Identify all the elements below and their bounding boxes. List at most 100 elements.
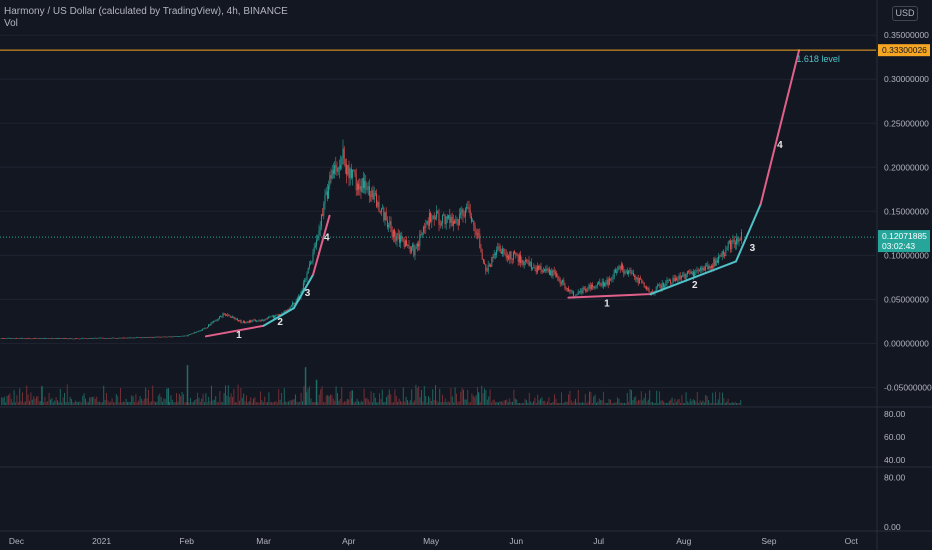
x-tick-label: May xyxy=(423,536,440,546)
volume-bar xyxy=(696,391,698,405)
candle xyxy=(306,273,308,280)
candle xyxy=(684,274,686,279)
volume-bar xyxy=(589,391,590,405)
candle xyxy=(302,282,304,291)
candle xyxy=(166,336,168,338)
candle xyxy=(444,214,446,225)
wave-line[interactable] xyxy=(312,214,331,276)
volume-bar xyxy=(22,392,23,405)
volume-bar xyxy=(548,397,550,405)
volume-bar xyxy=(61,402,63,405)
candle xyxy=(294,303,296,305)
volume-bar xyxy=(463,389,464,405)
volume-bar xyxy=(600,400,602,405)
candle xyxy=(172,336,174,338)
volume-bar xyxy=(733,402,735,405)
candle xyxy=(581,290,583,294)
volume-bar xyxy=(9,393,11,405)
candle xyxy=(319,226,321,231)
candle xyxy=(191,333,193,335)
volume-bar xyxy=(408,402,410,405)
candle xyxy=(318,230,320,236)
candle xyxy=(380,208,382,213)
candle xyxy=(552,270,554,276)
candle xyxy=(638,277,640,284)
candle xyxy=(184,335,186,337)
candle xyxy=(52,338,54,339)
volume-bar xyxy=(173,402,175,405)
candle xyxy=(342,148,344,158)
wave-line[interactable] xyxy=(292,273,315,310)
candle xyxy=(583,287,585,290)
candle xyxy=(671,282,673,284)
candle xyxy=(40,338,42,339)
volume-bar xyxy=(296,401,298,405)
candle xyxy=(53,338,55,339)
wave-line[interactable] xyxy=(759,49,801,206)
volume-bar xyxy=(309,386,310,405)
candle xyxy=(259,320,261,322)
candle xyxy=(610,278,612,280)
candle xyxy=(415,246,417,249)
candle xyxy=(689,271,691,273)
candle xyxy=(463,215,465,217)
volume-bar xyxy=(136,402,138,405)
candle xyxy=(677,279,679,281)
candle xyxy=(353,170,355,171)
currency-button[interactable]: USD xyxy=(892,6,918,21)
candle xyxy=(124,337,126,339)
volume-bar xyxy=(16,395,18,405)
wave-line[interactable] xyxy=(734,203,762,263)
candle xyxy=(202,328,204,331)
wave-line[interactable] xyxy=(567,293,652,299)
candle xyxy=(56,338,58,339)
candle xyxy=(394,229,396,237)
candle xyxy=(234,317,236,320)
wave-line[interactable] xyxy=(649,260,737,296)
volume-bar xyxy=(104,399,106,405)
volume-bar xyxy=(523,402,525,405)
candle xyxy=(242,321,244,323)
volume-bar xyxy=(471,393,473,405)
candle xyxy=(612,277,614,279)
volume-bar xyxy=(328,396,330,405)
candle xyxy=(442,215,444,224)
candle xyxy=(578,291,580,292)
candle xyxy=(362,177,364,188)
candle xyxy=(389,221,391,226)
candle xyxy=(246,321,248,323)
candle xyxy=(59,338,61,339)
volume-bar xyxy=(272,402,274,405)
candle xyxy=(568,288,570,292)
volume-bar xyxy=(10,398,12,405)
volume-bar xyxy=(90,396,92,405)
candle xyxy=(667,280,669,281)
volume-bar xyxy=(114,402,116,405)
candle xyxy=(126,337,128,339)
volume-bar xyxy=(610,399,611,405)
volume-bar xyxy=(451,396,453,405)
candle xyxy=(190,334,192,335)
candle xyxy=(89,338,91,339)
candle xyxy=(277,314,279,317)
volume-bar xyxy=(234,402,236,405)
volume-bar xyxy=(279,399,281,405)
candle xyxy=(352,170,354,178)
wave-line[interactable] xyxy=(204,324,265,338)
candle xyxy=(456,219,458,220)
candle xyxy=(48,338,50,339)
candle xyxy=(61,338,63,339)
volume-bar xyxy=(528,392,530,405)
volume-bar xyxy=(351,390,353,405)
wave-label: 1 xyxy=(236,330,242,341)
candle xyxy=(329,175,331,186)
volume-bar xyxy=(577,389,579,405)
wave-line[interactable] xyxy=(262,307,295,327)
candle xyxy=(341,157,343,166)
candle xyxy=(240,320,242,323)
volume-bar xyxy=(246,395,247,405)
candle xyxy=(524,260,526,262)
volume-bar xyxy=(645,393,646,405)
